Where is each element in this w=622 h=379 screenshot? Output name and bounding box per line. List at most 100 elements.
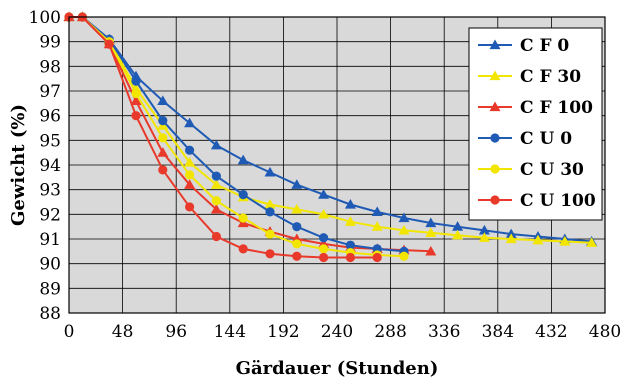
data-point: [319, 244, 329, 254]
legend-label: C F 0: [520, 36, 569, 56]
legend-marker: [490, 195, 500, 205]
data-point: [559, 235, 571, 246]
x-tick-label: 144: [214, 322, 246, 342]
data-point: [157, 147, 169, 157]
data-point: [452, 221, 464, 231]
x-tick-label: 48: [112, 322, 134, 342]
x-tick-label: 288: [374, 322, 406, 342]
legend: C F 0 C F 30 C F 100 C U 0 C U 30 C U 100: [468, 27, 603, 221]
data-point: [131, 111, 141, 121]
data-point: [398, 212, 410, 223]
data-point: [398, 224, 410, 235]
y-tick-label: 88: [39, 304, 61, 324]
data-point: [185, 145, 195, 155]
legend-marker: [489, 39, 501, 50]
data-point: [131, 88, 141, 99]
data-point: [211, 231, 221, 242]
series-c-u-0: [64, 12, 409, 256]
x-tick-label: 192: [267, 322, 299, 342]
legend-label: C U 0: [520, 129, 572, 149]
data-point: [425, 217, 437, 228]
data-point: [318, 189, 330, 199]
y-tick-label: 99: [39, 33, 61, 53]
data-point: [371, 206, 383, 216]
data-point: [130, 95, 142, 105]
data-point: [345, 252, 355, 263]
series-group: [63, 11, 598, 263]
legend-marker: [489, 101, 501, 112]
data-point: [238, 213, 248, 223]
data-point: [265, 229, 275, 239]
legend-label: C U 30: [520, 160, 584, 180]
data-point: [211, 196, 221, 206]
data-point: [184, 117, 196, 128]
data-point: [345, 240, 355, 250]
x-tick-label: 96: [165, 322, 187, 342]
legend-box: [468, 27, 603, 221]
x-tick-label: 432: [535, 322, 567, 342]
data-point: [319, 233, 329, 243]
data-point: [292, 239, 302, 249]
data-point: [344, 198, 356, 209]
data-point: [292, 251, 302, 261]
data-point: [264, 198, 276, 209]
data-point: [210, 203, 222, 214]
y-tick-label: 91: [39, 230, 61, 250]
x-tick-label: 240: [321, 322, 353, 342]
data-point: [158, 116, 168, 126]
data-point: [238, 190, 248, 200]
x-tick-label: 336: [428, 322, 460, 342]
data-point: [318, 208, 330, 219]
data-point: [237, 154, 249, 165]
legend-label: C F 100: [520, 98, 593, 118]
data-point: [399, 251, 409, 261]
series-line: [69, 16, 405, 253]
data-point: [265, 207, 275, 217]
y-tick-label: 94: [39, 156, 61, 176]
y-tick-label: 92: [39, 205, 61, 225]
data-point: [505, 228, 517, 239]
data-point: [425, 245, 437, 256]
data-point: [452, 229, 464, 240]
data-point: [344, 216, 356, 226]
data-point: [425, 227, 437, 237]
data-point: [131, 76, 141, 86]
series-c-f-30: [63, 11, 598, 247]
legend-marker: [490, 164, 500, 174]
plot-border: [68, 16, 606, 314]
data-point: [319, 252, 329, 263]
legend-label: C F 30: [520, 67, 581, 87]
y-tick-label: 100: [29, 8, 61, 28]
data-point: [210, 139, 222, 150]
y-tick-label: 97: [39, 82, 61, 102]
y-tick-label: 98: [39, 57, 61, 77]
data-point: [478, 224, 490, 235]
x-tick-label: 0: [64, 322, 75, 342]
data-point: [238, 244, 248, 254]
legend-label: C U 100: [520, 191, 596, 211]
y-tick-label: 96: [39, 107, 61, 127]
data-point: [372, 252, 382, 263]
data-point: [185, 170, 195, 180]
data-point: [158, 165, 168, 175]
legend-marker: [490, 133, 500, 143]
y-tick-label: 89: [39, 279, 61, 299]
data-point: [210, 179, 222, 189]
data-point: [104, 39, 114, 49]
y-axis-label: Gewicht (%): [8, 104, 29, 226]
data-point: [586, 237, 598, 247]
axis-ticks: 88 89 90 91 92 93 94 95 96 97 98 99 100 0 48 96 144 192 24…: [29, 8, 622, 342]
data-point: [264, 166, 276, 177]
y-tick-label: 90: [39, 255, 61, 275]
legend-marker: [489, 70, 501, 81]
data-point: [532, 234, 544, 245]
data-point: [157, 95, 169, 105]
data-point: [265, 249, 275, 259]
data-point: [371, 221, 383, 231]
x-tick-label: 384: [482, 322, 514, 342]
data-point: [184, 179, 196, 189]
data-point: [292, 222, 302, 232]
data-point: [291, 179, 303, 189]
data-point: [185, 202, 195, 212]
